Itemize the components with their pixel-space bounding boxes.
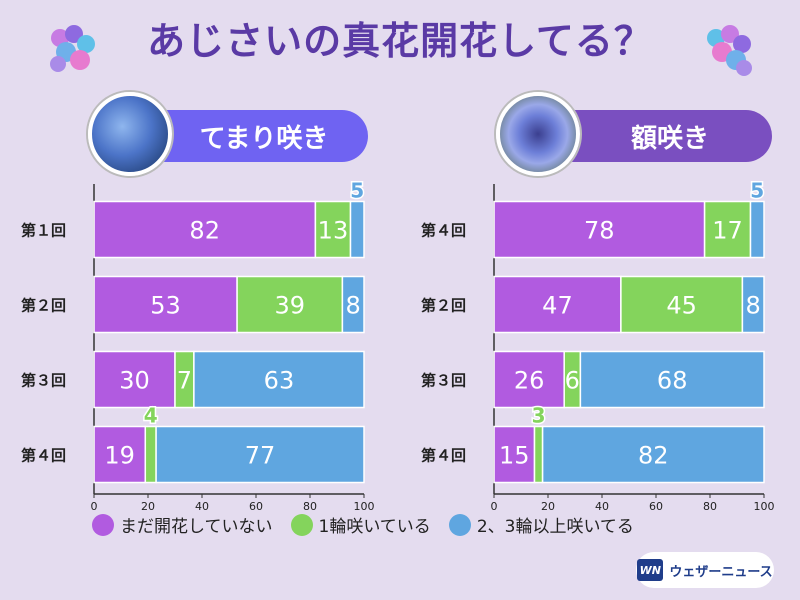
category-label: 第４回 <box>421 222 466 240</box>
data-label: 30 <box>119 367 150 395</box>
data-label: 5 <box>350 179 364 203</box>
data-label: 5 <box>750 179 764 203</box>
x-tick-label: 60 <box>249 500 263 513</box>
category-label: 第２回 <box>21 297 66 315</box>
x-tick-label: 60 <box>649 500 663 513</box>
bar-segment-one-open <box>620 275 744 334</box>
bar-segment-many-open <box>349 200 365 259</box>
category-label: 第１回 <box>21 222 66 240</box>
bar-segment-not-open <box>93 200 317 259</box>
bar-segment-not-open <box>93 350 176 409</box>
legend-dot-many-open <box>448 513 471 536</box>
bar-segment-many-open <box>155 425 365 484</box>
data-label: 68 <box>657 367 688 395</box>
legend: まだ開花していない 1輪咲いている 2、3輪以上咲いてる <box>92 512 634 537</box>
panel-title-gaku: 額咲き <box>630 123 709 154</box>
data-label: 4 <box>144 404 158 428</box>
bar-segment-not-open <box>93 275 238 334</box>
data-label: 53 <box>150 292 181 320</box>
bar-segment-many-open <box>579 350 765 409</box>
panel-title-temari: てまり咲き <box>199 123 329 154</box>
category-label: 第３回 <box>21 372 66 390</box>
legend-label-not-open: まだ開花していない <box>120 517 273 537</box>
legend-dot-one-open <box>290 513 313 536</box>
bar-segment-many-open <box>341 275 365 334</box>
x-tick-label: 80 <box>303 500 317 513</box>
hydrangea-icon-left <box>50 25 95 72</box>
legend-item-not-open: まだ開花していない <box>92 512 273 537</box>
x-tick-label: 80 <box>703 500 717 513</box>
page-title: あじさいの真花開花してる？ <box>147 19 653 63</box>
category-label: 第４回 <box>21 447 66 465</box>
x-tick-label: 100 <box>754 500 775 513</box>
data-label: 26 <box>514 367 545 395</box>
photo-gaku-hydrangea <box>496 92 580 176</box>
data-label: 82 <box>189 217 220 245</box>
data-label: 77 <box>245 442 276 470</box>
legend-item-one-open: 1輪咲いている <box>290 512 431 537</box>
x-tick-label: 40 <box>195 500 209 513</box>
bar-segment-many-open <box>541 425 765 484</box>
legend-label-one-open: 1輪咲いている <box>318 517 431 537</box>
legend-item-many-open: 2、3輪以上咲いてる <box>448 512 634 537</box>
bar-segment-one-open <box>144 425 157 484</box>
x-tick-label: 100 <box>354 500 375 513</box>
x-tick-label: 20 <box>541 500 555 513</box>
category-label: 第４回 <box>421 447 466 465</box>
bar-segment-not-open <box>493 275 622 334</box>
data-label: 3 <box>532 404 546 428</box>
data-label: 63 <box>264 367 295 395</box>
chart-temari: 0 20 40 60 80 100 第１回 82 135 第２回 53 39 8 第３回 30 7 63 第４回 1… <box>21 177 375 513</box>
bar-segment-one-open <box>533 425 544 484</box>
legend-label-many-open: 2、3輪以上咲いてる <box>476 517 634 537</box>
x-tick-label: 20 <box>141 500 155 513</box>
x-tick-label: 0 <box>491 500 498 513</box>
data-label: 8 <box>746 292 761 320</box>
weathernews-logo: WN ウェザーニュース <box>636 552 774 588</box>
bar-segment-not-open <box>493 350 565 409</box>
bar-segment-many-open <box>193 350 365 409</box>
chart-gaku: 0 20 40 60 80 100 第４回 78 17 5 第２回 47 45 8 第３回 26 6 68 第４回 1… <box>421 177 775 513</box>
data-label: 78 <box>584 217 615 245</box>
data-label: 19 <box>104 442 135 470</box>
logo-text: ウェザーニュース <box>669 564 773 580</box>
category-label: 第２回 <box>421 297 466 315</box>
x-tick-label: 40 <box>595 500 609 513</box>
data-label: 7 <box>177 367 192 395</box>
data-label: 13 <box>318 217 349 245</box>
x-tick-label: 0 <box>91 500 98 513</box>
photo-temari-hydrangea <box>88 92 172 176</box>
hydrangea-icon-right <box>707 25 752 76</box>
bar-segment-one-open <box>703 200 752 259</box>
data-label: 47 <box>542 292 573 320</box>
wn-logo-mark: WN <box>637 559 664 581</box>
legend-dot-not-open <box>92 513 114 536</box>
data-label: 6 <box>565 367 580 395</box>
bar-segment-one-open <box>314 200 352 259</box>
bar-segment-not-open <box>493 200 706 259</box>
category-label: 第３回 <box>421 372 466 390</box>
data-label: 15 <box>499 442 530 470</box>
data-label: 39 <box>274 292 305 320</box>
bar-segment-many-open <box>749 200 765 259</box>
data-label: 17 <box>712 217 743 245</box>
data-label: 8 <box>346 292 361 320</box>
bar-segment-many-open <box>741 275 765 334</box>
data-label: 45 <box>666 292 697 320</box>
data-label: 82 <box>638 442 669 470</box>
